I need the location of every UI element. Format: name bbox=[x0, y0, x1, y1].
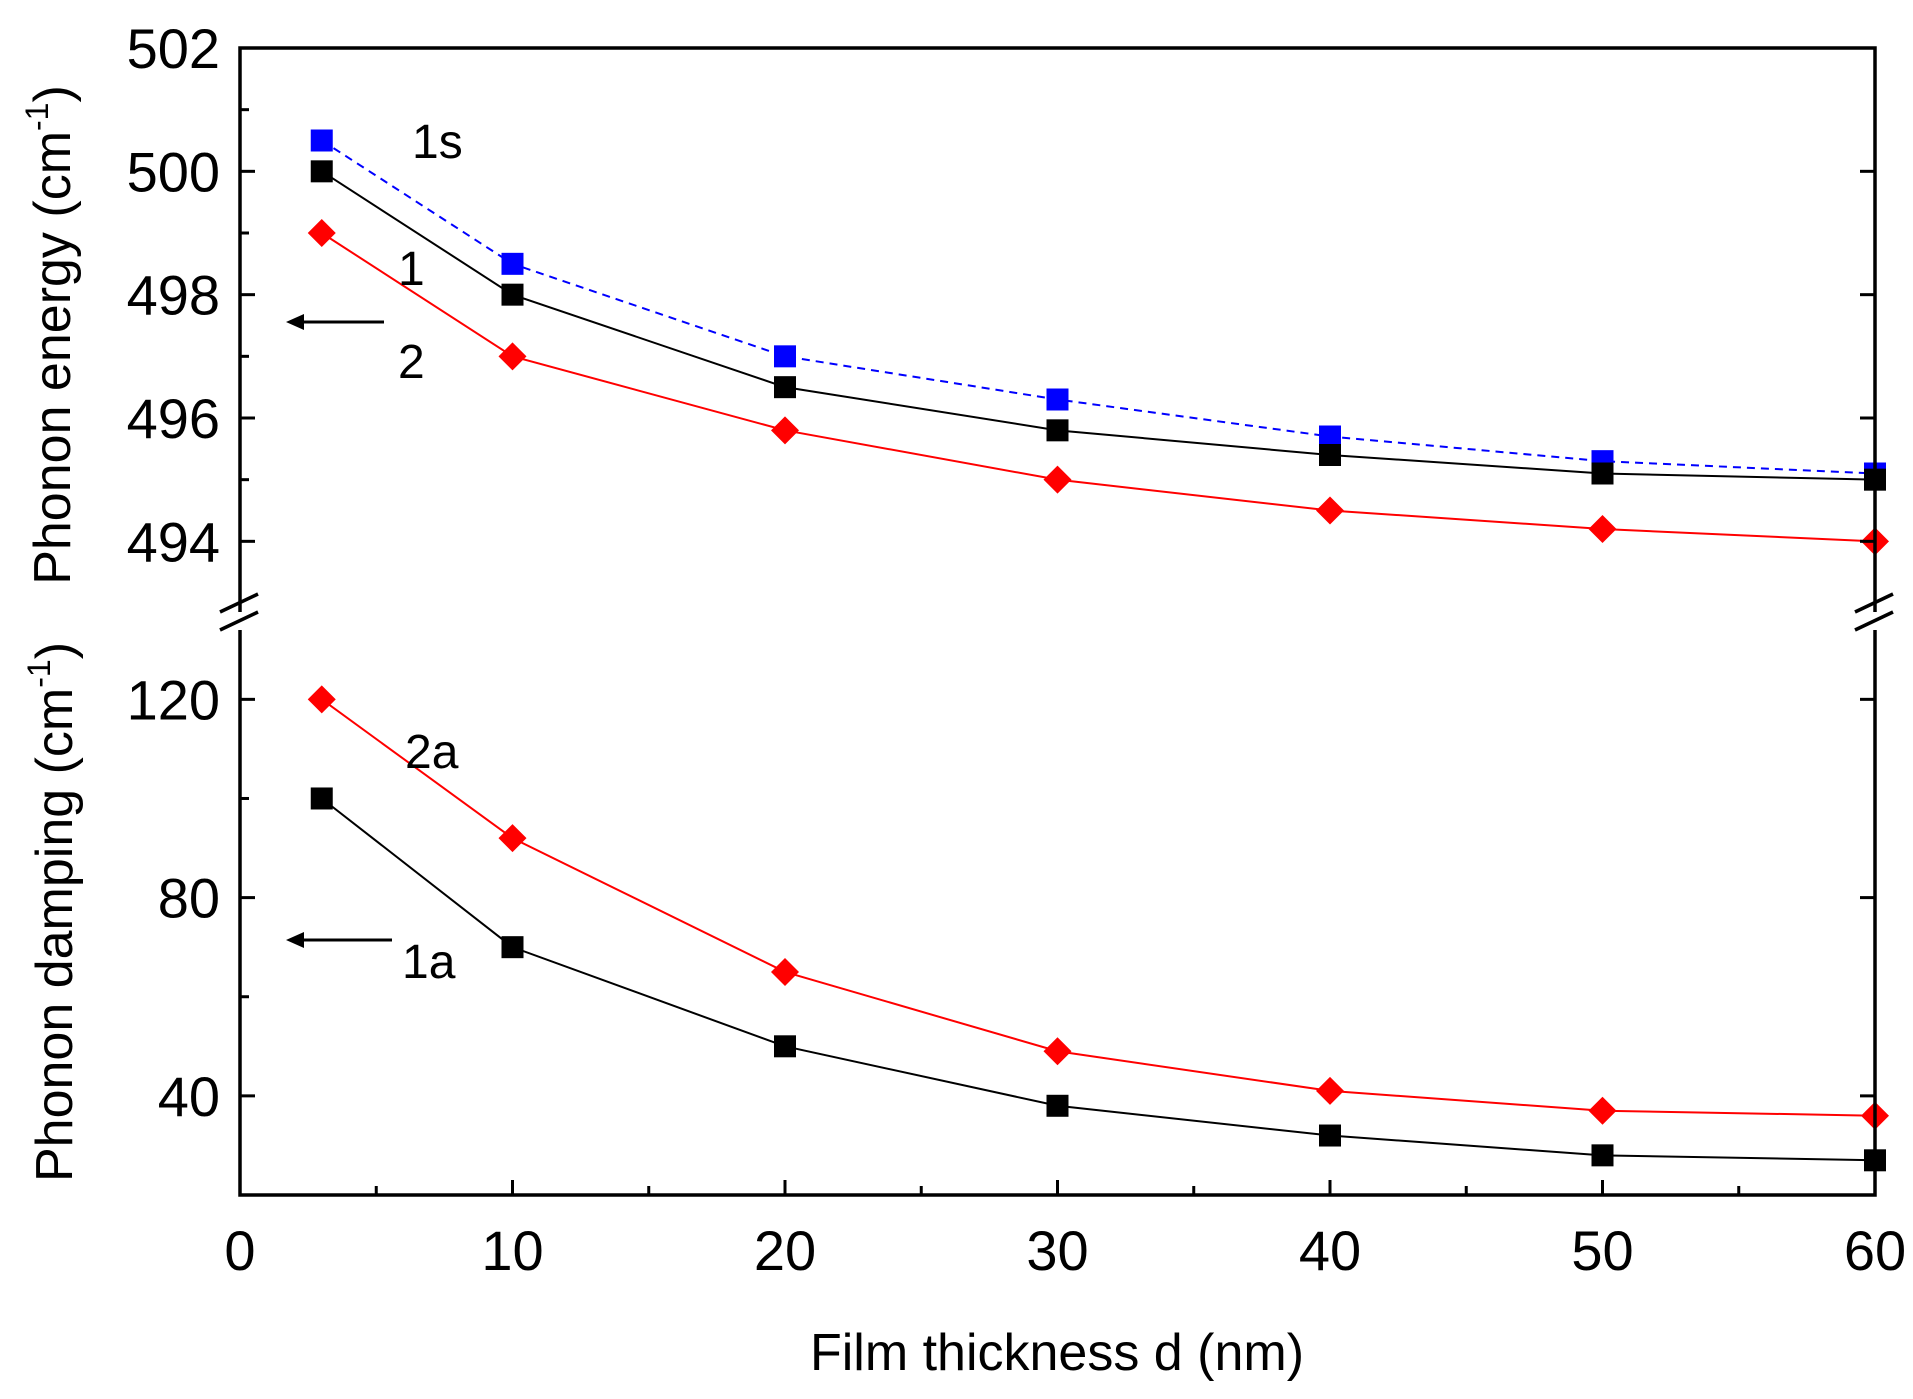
data-point-1s bbox=[501, 252, 524, 275]
axis-break-right-1 bbox=[1854, 592, 1894, 614]
data-point-1 bbox=[774, 376, 796, 399]
x-tick-label: 10 bbox=[481, 1219, 543, 1282]
data-point-1 bbox=[1319, 444, 1341, 466]
y-tick-label: 494 bbox=[127, 510, 220, 573]
data-point-1s bbox=[1046, 388, 1069, 411]
annotation-1: 1 bbox=[398, 243, 425, 296]
data-point-1 bbox=[501, 283, 524, 306]
tick-labels: 0 10 20 30 40 50 60 494 496 498 500 502 40 80 120 bbox=[127, 17, 1907, 1282]
axes: 0 10 20 30 40 50 60 494 496 498 500 502 40 80 120 bbox=[127, 17, 1907, 1282]
x-axis-label: Film thickness d (nm) bbox=[810, 1324, 1304, 1382]
data-point-2 bbox=[1588, 515, 1617, 543]
y-tick-label: 40 bbox=[158, 1065, 220, 1128]
x-tick-label: 60 bbox=[1844, 1219, 1906, 1282]
series-line-2 bbox=[321, 232, 1876, 543]
data-point-1 bbox=[1591, 462, 1614, 485]
data-point-1a bbox=[1046, 1094, 1069, 1117]
axis-break-right-2 bbox=[1854, 610, 1894, 632]
y-tick-label: 500 bbox=[127, 140, 220, 203]
series-line-1a bbox=[321, 797, 1876, 1162]
data-point-1s bbox=[1319, 425, 1341, 448]
y-tick-label: 502 bbox=[127, 17, 220, 80]
plot-frame-top bbox=[238, 46, 1877, 612]
data-point-2a bbox=[1588, 1096, 1617, 1125]
y-tick-label: 80 bbox=[158, 867, 220, 930]
y-tick-label: 120 bbox=[127, 668, 220, 731]
arrow-damping-axis bbox=[286, 932, 392, 948]
axis-break-left-2 bbox=[219, 610, 259, 632]
data-point-2a bbox=[498, 824, 527, 853]
data-point-2 bbox=[1316, 496, 1344, 525]
data-point-1a bbox=[1591, 1144, 1614, 1167]
series-line-2a bbox=[321, 698, 1876, 1117]
y-axis-label-energy: Phonon energy (cm-1) bbox=[19, 85, 82, 585]
data-point-2 bbox=[1043, 465, 1072, 494]
data-point-1a bbox=[774, 1035, 796, 1058]
x-tick-label: 30 bbox=[1026, 1219, 1088, 1282]
data-point-2a bbox=[1043, 1037, 1072, 1066]
data-point-2 bbox=[498, 342, 527, 371]
data-point-2a bbox=[307, 685, 336, 714]
y-tick-label: 498 bbox=[127, 264, 220, 327]
annotation-1s: 1s bbox=[412, 116, 463, 169]
tick-marks bbox=[238, 46, 1877, 1195]
series-lines bbox=[321, 139, 1876, 1162]
arrow-energy-axis bbox=[286, 314, 384, 330]
data-point-1a bbox=[310, 787, 333, 810]
annotation-2: 2 bbox=[398, 336, 425, 389]
data-point-1s bbox=[310, 129, 333, 152]
data-point-1a bbox=[1319, 1124, 1341, 1147]
x-tick-label: 0 bbox=[224, 1219, 255, 1282]
data-point-1 bbox=[1046, 419, 1069, 442]
x-tick-label: 20 bbox=[754, 1219, 816, 1282]
series-line-1s bbox=[321, 139, 1876, 475]
annotation-1a: 1a bbox=[402, 936, 456, 989]
data-point-2 bbox=[771, 416, 799, 445]
axis-break-left-1 bbox=[219, 592, 259, 614]
data-point-2 bbox=[307, 219, 336, 247]
x-tick-label: 50 bbox=[1571, 1219, 1633, 1282]
data-point-2a bbox=[771, 957, 799, 986]
data-point-1s bbox=[774, 345, 796, 368]
x-tick-label: 40 bbox=[1299, 1219, 1361, 1282]
data-point-2a bbox=[1316, 1076, 1344, 1105]
y-tick-label: 496 bbox=[127, 387, 220, 450]
series-markers bbox=[307, 129, 1889, 1172]
data-point-1 bbox=[310, 160, 333, 183]
series-line-1 bbox=[321, 170, 1876, 481]
annotation-2a: 2a bbox=[405, 726, 459, 779]
y-axis-label-damping: Phonon damping (cm-1) bbox=[21, 642, 84, 1182]
data-point-1a bbox=[501, 936, 524, 959]
